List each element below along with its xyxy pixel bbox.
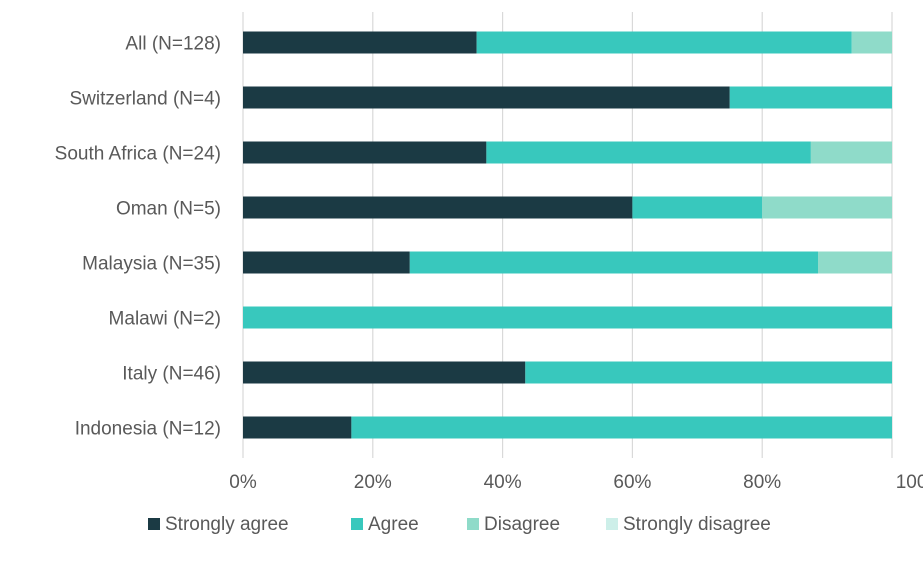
category-label: Switzerland (N=4)	[69, 89, 221, 110]
bar-segment	[243, 196, 633, 219]
bar-segment	[632, 196, 763, 219]
bar-segment	[486, 141, 811, 164]
legend: Strongly agree Agree Disagree Strongly disa…	[148, 514, 771, 535]
bar-segment	[851, 31, 892, 54]
x-tick-label: 20%	[354, 472, 392, 493]
bar-segment	[762, 196, 892, 219]
bar-segment	[243, 31, 477, 54]
bar-segment	[525, 361, 892, 384]
x-tick-label: 40%	[484, 472, 522, 493]
category-label: South Africa (N=24)	[55, 144, 221, 165]
category-label: Malaysia (N=35)	[82, 254, 221, 275]
legend-label: Strongly agree	[165, 514, 289, 535]
legend-swatch	[606, 518, 618, 530]
category-labels: All (N=128) Switzerland (N=4) South Africa…	[55, 34, 221, 440]
category-label: All (N=128)	[125, 34, 221, 55]
legend-swatch	[467, 518, 479, 530]
x-axis-ticks: 0% 20% 40% 60% 80% 100%	[229, 472, 923, 493]
x-tick-label: 80%	[743, 472, 781, 493]
bar-segment	[243, 416, 352, 439]
bar-segment	[818, 251, 892, 274]
category-label: Oman (N=5)	[116, 199, 221, 220]
x-tick-label: 100%	[896, 472, 923, 493]
bar-segment	[243, 86, 730, 109]
gridlines	[242, 12, 893, 458]
x-tick-label: 60%	[613, 472, 651, 493]
bar-segment	[476, 31, 852, 54]
bars	[243, 31, 892, 439]
bar-segment	[351, 416, 892, 439]
legend-label: Disagree	[484, 514, 560, 535]
legend-label: Strongly disagree	[623, 514, 771, 535]
legend-label: Agree	[368, 514, 419, 535]
bar-segment	[729, 86, 892, 109]
bar-segment	[810, 141, 892, 164]
category-label: Italy (N=46)	[122, 364, 221, 385]
legend-swatch	[351, 518, 363, 530]
category-label: Indonesia (N=12)	[75, 419, 221, 440]
x-tick-label: 0%	[229, 472, 257, 493]
bar-segment	[243, 306, 892, 329]
bar-segment	[243, 361, 526, 384]
category-label: Malawi (N=2)	[109, 309, 221, 330]
bar-segment	[243, 141, 487, 164]
legend-swatch	[148, 518, 160, 530]
bar-segment	[243, 251, 410, 274]
bar-segment	[409, 251, 819, 274]
